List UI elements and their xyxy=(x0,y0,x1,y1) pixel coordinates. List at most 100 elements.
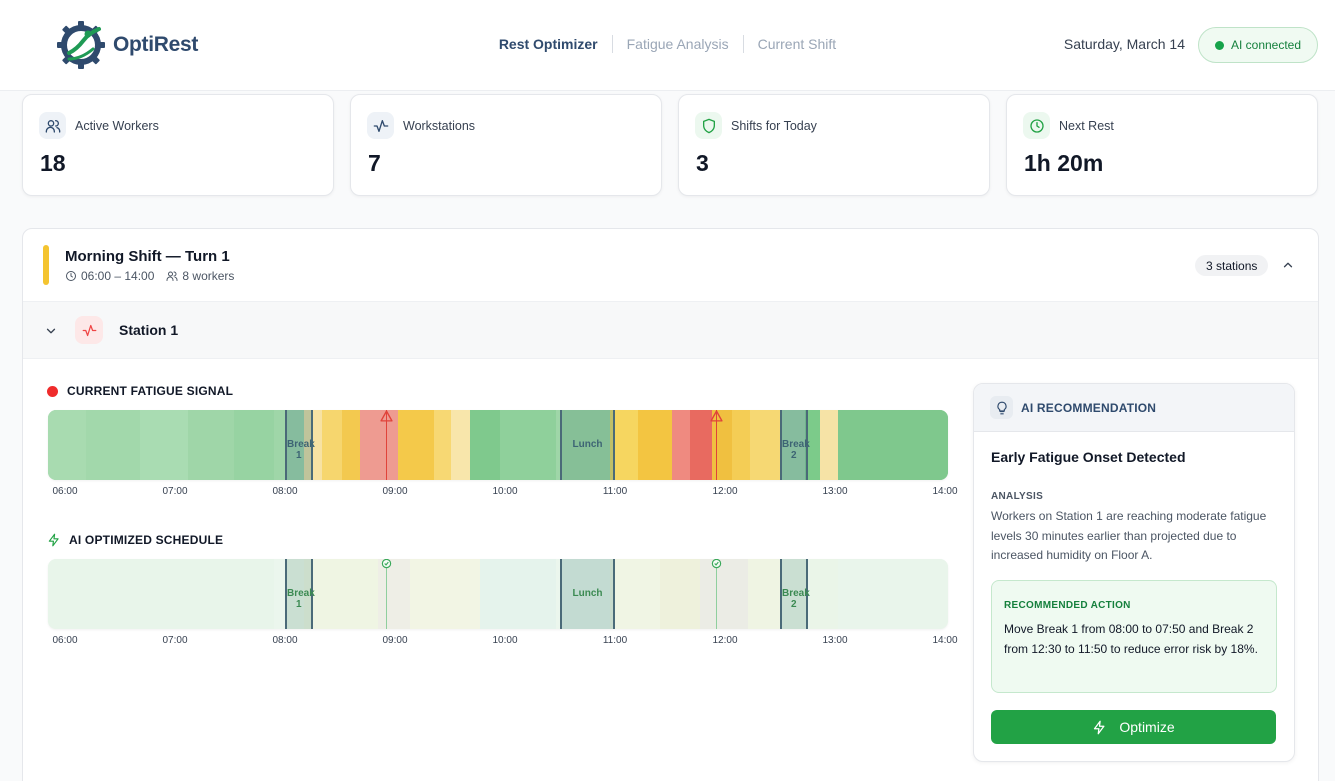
optimized-check-marker[interactable] xyxy=(385,559,387,629)
app-name: OptiRest xyxy=(113,33,199,56)
nav-current-shift[interactable]: Current Shift xyxy=(757,36,837,52)
stations-count-badge: 3 stations xyxy=(1195,255,1269,276)
chevron-up-icon[interactable] xyxy=(1281,258,1295,272)
break-band[interactable]: Break 2 xyxy=(780,559,810,629)
tick-label: 10:00 xyxy=(492,486,518,497)
tick-label: 09:00 xyxy=(382,486,408,497)
main-nav: Rest Optimizer Fatigue Analysis Current … xyxy=(0,35,1335,53)
recommendation-header: AI RECOMMENDATION xyxy=(974,384,1294,432)
stat-label: Next Rest xyxy=(1059,118,1114,133)
fatigue-timeline[interactable]: Break 1 Lunch Break 2 xyxy=(48,410,948,480)
check-circle-icon xyxy=(381,559,392,569)
break-band[interactable]: Lunch xyxy=(560,410,615,480)
nav-separator xyxy=(611,35,613,53)
tick-label: 11:00 xyxy=(602,486,628,497)
heartbeat-icon xyxy=(75,316,103,344)
fatigue-segment xyxy=(750,410,780,480)
optimized-schedule-label: AI OPTIMIZED SCHEDULE xyxy=(69,533,224,547)
nav-fatigue-analysis[interactable]: Fatigue Analysis xyxy=(626,36,729,52)
lightning-icon xyxy=(1094,720,1105,734)
optimized-timeline[interactable]: Break 1 Lunch Break 2 xyxy=(48,559,948,629)
stat-card-active-workers: Active Workers 18 xyxy=(22,94,334,196)
action-text: Move Break 1 from 08:00 to 07:50 and Bre… xyxy=(1004,622,1258,656)
schedule-segment xyxy=(610,559,660,629)
break-label: Lunch xyxy=(572,439,603,450)
stat-label: Workstations xyxy=(403,118,476,133)
fatigue-segment xyxy=(188,410,234,480)
fatigue-signal-label: CURRENT FATIGUE SIGNAL xyxy=(67,384,234,398)
tick-label: 10:00 xyxy=(492,635,518,646)
stat-label: Active Workers xyxy=(75,118,159,133)
ai-status-badge[interactable]: AI connected xyxy=(1198,27,1318,63)
break-band[interactable]: Break 2 xyxy=(780,410,810,480)
lightning-icon xyxy=(48,533,59,547)
shift-panel: Morning Shift — Turn 1 06:00 – 14:00 8 w… xyxy=(22,228,1319,781)
fatigue-warning-marker[interactable] xyxy=(385,410,387,480)
fatigue-segment xyxy=(48,410,86,480)
fatigue-segment xyxy=(690,410,712,480)
schedule-segment xyxy=(480,559,556,629)
fatigue-segment xyxy=(820,410,838,480)
fatigue-segment xyxy=(838,410,948,480)
tick-label: 09:00 xyxy=(382,635,408,646)
tick-label: 08:00 xyxy=(272,635,298,646)
station-row[interactable]: Station 1 xyxy=(23,302,1318,359)
shift-header[interactable]: Morning Shift — Turn 1 06:00 – 14:00 8 w… xyxy=(23,229,1318,302)
stat-card-workstations: Workstations 7 xyxy=(350,94,662,196)
optimize-button[interactable]: Optimize xyxy=(991,710,1276,744)
stat-value: 7 xyxy=(368,150,381,176)
nav-rest-optimizer[interactable]: Rest Optimizer xyxy=(498,36,598,52)
status-dot-icon xyxy=(1214,40,1224,50)
break-band[interactable]: Break 1 xyxy=(285,410,315,480)
fatigue-segment xyxy=(732,410,750,480)
recommended-action-box: RECOMMENDED ACTION Move Break 1 from 08:… xyxy=(991,580,1277,693)
recommendation-title: Early Fatigue Onset Detected xyxy=(991,449,1186,465)
fatigue-segment xyxy=(234,410,274,480)
stat-label: Shifts for Today xyxy=(731,118,817,133)
optimized-schedule-heading: AI OPTIMIZED SCHEDULE xyxy=(47,533,223,547)
fatigue-segment xyxy=(712,410,732,480)
chevron-down-icon[interactable] xyxy=(44,324,58,338)
warning-triangle-icon xyxy=(710,410,723,422)
action-label: RECOMMENDED ACTION xyxy=(1004,600,1131,611)
break-label: Break 1 xyxy=(287,588,315,610)
clock-icon xyxy=(1023,112,1050,139)
tick-label: 14:00 xyxy=(932,486,958,497)
fatigue-segment xyxy=(360,410,398,480)
ai-status-label: AI connected xyxy=(1230,38,1302,52)
schedule-segment xyxy=(378,559,410,629)
fatigue-segment xyxy=(451,410,470,480)
analysis-text: Workers on Station 1 are reaching modera… xyxy=(991,509,1267,562)
fatigue-warning-marker[interactable] xyxy=(715,410,717,480)
shift-meta: 06:00 – 14:00 8 workers xyxy=(65,269,246,283)
optimize-button-label: Optimize xyxy=(1119,719,1175,735)
fatigue-segment xyxy=(434,410,451,480)
tick-label: 13:00 xyxy=(822,486,848,497)
fatigue-signal-heading: CURRENT FATIGUE SIGNAL xyxy=(47,384,233,398)
shield-icon xyxy=(695,112,722,139)
station-name: Station 1 xyxy=(119,322,179,338)
tick-label: 13:00 xyxy=(822,635,848,646)
tick-label: 12:00 xyxy=(712,486,738,497)
stat-value: 18 xyxy=(40,150,66,176)
nav-separator xyxy=(742,35,744,53)
optimized-check-marker[interactable] xyxy=(715,559,717,629)
shift-time: 06:00 – 14:00 xyxy=(81,269,155,283)
warning-triangle-icon xyxy=(380,410,393,422)
break-band[interactable]: Break 1 xyxy=(285,559,315,629)
tick-label: 11:00 xyxy=(602,635,628,646)
fatigue-segment xyxy=(342,410,360,480)
logo[interactable]: OptiRest xyxy=(55,19,198,71)
tick-label: 08:00 xyxy=(272,486,298,497)
check-circle-icon xyxy=(711,559,722,569)
break-band[interactable]: Lunch xyxy=(560,559,615,629)
current-date: Saturday, March 14 xyxy=(1063,36,1185,52)
stat-card-shifts-today: Shifts for Today 3 xyxy=(678,94,990,196)
schedule-segment xyxy=(838,559,948,629)
fatigue-segment xyxy=(500,410,556,480)
stat-value: 1h 20m xyxy=(1024,150,1104,176)
fatigue-segment xyxy=(672,410,690,480)
users-icon xyxy=(39,112,66,139)
recommendation-header-label: AI RECOMMENDATION xyxy=(1021,400,1157,415)
fatigue-segment xyxy=(86,410,140,480)
